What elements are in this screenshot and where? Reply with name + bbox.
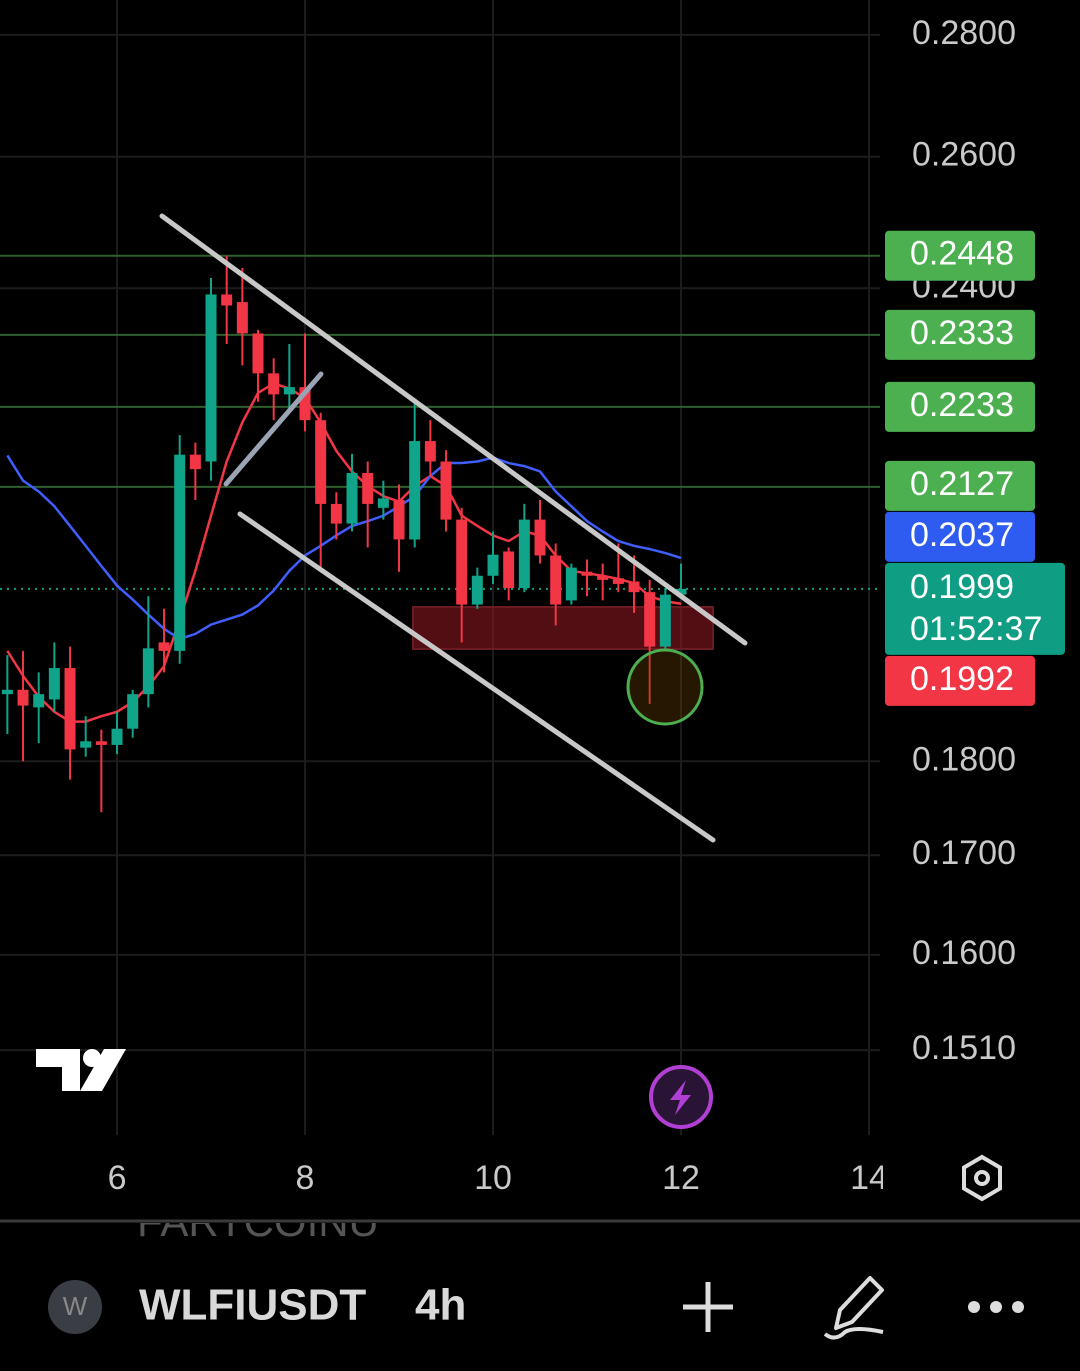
candle-body [221,294,233,306]
y-tick-label: 0.1800 [912,740,1016,778]
candle-body [80,741,92,748]
grid [0,0,880,1135]
candle-body [315,420,327,504]
price-badge [885,309,1035,360]
symbol-icon [48,1280,102,1334]
add-button[interactable] [683,1282,733,1332]
candle-body [659,594,671,647]
candle-body [174,454,186,651]
x-tick-label: 14 [850,1159,888,1197]
candle-body [628,581,640,593]
channel-top [159,213,748,646]
price-badge [885,230,1035,281]
price-badge-label: 0.2127 [910,465,1014,503]
candle-body [362,472,374,504]
moving-averages [6,382,682,723]
candle-body [299,387,311,421]
candle-body [64,668,76,750]
y-tick-label: 0.1600 [912,934,1016,972]
price-badge [885,460,1035,511]
candle-body [33,694,45,708]
last-price-badge [885,562,1065,655]
candle-body [550,555,562,605]
candle-body [252,333,264,374]
candle-body [518,519,530,589]
x-clip [883,1150,943,1210]
candle-body [158,642,170,651]
price-badge-label: 0.2037 [910,516,1014,554]
y-tick-label: 0.1510 [912,1029,1016,1067]
drawings [159,213,748,843]
countdown: 01:52:37 [910,610,1042,648]
price-badge-label: 0.2333 [910,314,1014,352]
candle-body [675,588,687,595]
candle-body [487,554,499,576]
candle-body [236,302,248,334]
x-tick-label: 6 [108,1159,127,1197]
candle-body [283,387,295,395]
candle-body [127,694,139,729]
draw-button[interactable] [823,1276,884,1340]
price-badge-label: 0.2448 [910,235,1014,273]
y-tick-label: 0.2600 [912,136,1016,174]
ma-line [6,454,682,641]
price-badge-label: 0.2233 [910,386,1014,424]
candles [1,255,687,813]
candle-body [644,592,656,647]
candle-body [330,503,342,524]
price-badge [885,511,1035,562]
candle-body [48,668,60,700]
levels [0,254,880,590]
highlight-circle [626,648,704,726]
x-tick-label: 10 [474,1159,512,1197]
symbol[interactable]: WLFIUSDT [139,1281,366,1330]
axes: 6 8 10 12 140.28000.26000.24000.18000.17000.… [108,14,1065,1210]
candle-body [95,741,107,745]
candle-body [111,728,123,745]
candle-body [409,441,421,540]
candle-body [471,575,483,605]
more-button[interactable] [968,1301,1024,1313]
candle-body [456,519,468,605]
ghost-symbol: FARTCOINU [137,1198,379,1245]
toolbar [0,1220,1080,1371]
ghost-clip: FARTCOINU [137,1198,379,1245]
trend-line [223,371,324,487]
candle-body [1,689,13,695]
y-tick-label: 0.1700 [912,834,1016,872]
candle-body [424,441,436,462]
candle-body [142,648,154,695]
price-badge [885,655,1035,706]
interval[interactable]: 4h [415,1281,466,1330]
candle-body [393,500,405,540]
symbol-icon-letter: W [63,1291,88,1321]
candle-body [565,567,577,601]
tv-logo [36,1049,126,1091]
candle-body [346,472,358,524]
x-tick-label: 8 [296,1159,315,1197]
candle-body [534,519,546,556]
y-tick-label: 0.2800 [912,14,1016,52]
ma-line [6,382,682,723]
candle-body [581,571,593,576]
candle-body [377,498,389,508]
last-price-label: 0.1999 [910,568,1014,606]
candle-body [440,461,452,520]
settings-button[interactable] [962,1154,1002,1202]
channel-bottom [237,511,716,843]
candle-body [189,454,201,470]
price-badge [885,381,1035,432]
candle-body [17,689,29,706]
candle-body [205,294,217,462]
candle-body [612,578,624,584]
x-tick-label: 12 [662,1159,700,1197]
candle-body [268,373,280,395]
lightning-button[interactable] [649,1065,713,1129]
candle-body [597,575,609,580]
price-badge-label: 0.1992 [910,660,1014,698]
candle-body [503,551,515,589]
